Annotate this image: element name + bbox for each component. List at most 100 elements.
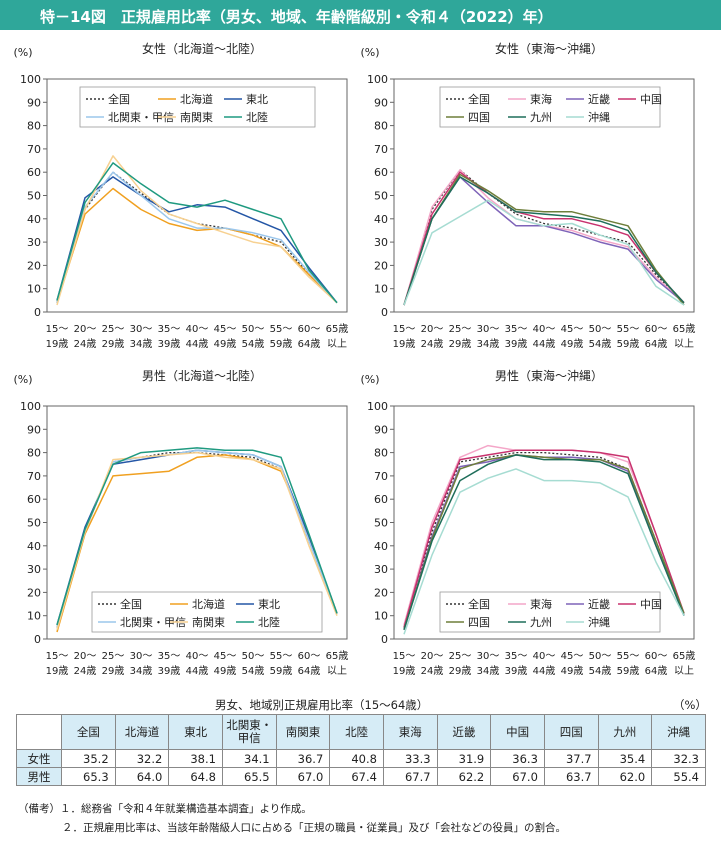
y-tick-label: 30 (374, 236, 388, 249)
x-tick-label: 49歳 (214, 338, 237, 350)
x-tick-label: 59歳 (270, 665, 293, 677)
y-tick-label: 80 (374, 447, 388, 460)
y-tick-label: 50 (27, 517, 41, 530)
y-tick-label: 10 (27, 283, 41, 296)
table-column-header: 中国 (490, 714, 545, 750)
x-tick-label: 59歳 (617, 665, 640, 677)
table-column-header: 東海 (382, 714, 438, 750)
x-tick-label: 50～ (242, 324, 265, 335)
x-tick-label: 以上 (674, 665, 694, 677)
legend-label: 北海道 (180, 92, 213, 106)
table-row: 女性 35.2 32.2 38.1 34.1 36.7 40.8 33.3 31.9 36.3 37… (16, 749, 706, 768)
legend-label: 東北 (246, 93, 268, 106)
x-tick-label: 29歳 (102, 338, 125, 350)
table-cell: 62.2 (436, 767, 492, 786)
chart-title: 女性（北海道～北陸） (142, 41, 262, 56)
x-tick-label: 24歳 (421, 665, 444, 677)
y-tick-label: 0 (381, 633, 388, 646)
y-tick-label: 50 (374, 517, 388, 530)
x-tick-label: 40～ (533, 651, 556, 662)
x-tick-label: 55～ (617, 651, 640, 662)
note-1: （備考）１．総務省「令和４年就業構造基本調査」より作成。 (18, 803, 312, 815)
legend-label: 中国 (640, 93, 662, 106)
x-tick-label: 60～ (645, 651, 668, 662)
y-tick-label: 90 (374, 423, 388, 436)
summary-title: 男女、地域別正規雇用比率（15～64歳） (215, 698, 429, 712)
x-tick-label: 60～ (645, 324, 668, 335)
x-tick-label: 30～ (477, 324, 500, 335)
x-tick-label: 64歳 (298, 665, 321, 677)
legend-label: 北陸 (246, 111, 268, 124)
x-tick-label: 35～ (505, 324, 528, 335)
table-cell: 32.2 (114, 749, 170, 768)
y-tick-label: 20 (374, 586, 388, 599)
x-tick-label: 39歳 (158, 338, 181, 350)
y-tick-label: 100 (20, 73, 41, 86)
x-tick-label: 44歳 (533, 665, 556, 677)
table-column-header: 四国 (543, 714, 599, 750)
y-tick-label: 80 (27, 447, 41, 460)
y-tick-label: 60 (27, 493, 41, 506)
y-tick-label: 90 (27, 423, 41, 436)
table-cell: 37.7 (543, 749, 599, 768)
y-tick-label: 60 (374, 166, 388, 179)
legend-label: 九州 (530, 111, 552, 124)
table-cell: 64.8 (168, 767, 223, 786)
y-tick-label: 70 (374, 143, 388, 156)
y-tick-label: 90 (374, 96, 388, 109)
chart-title: 男性（東海～沖縄） (495, 368, 603, 383)
series-line (56, 447, 338, 626)
chart-title: 女性（東海～沖縄） (495, 41, 603, 56)
x-tick-label: 以上 (327, 665, 347, 677)
x-tick-label: 45～ (214, 324, 237, 335)
legend-box (91, 591, 323, 633)
y-tick-label: 0 (381, 306, 388, 319)
x-tick-label: 60～ (298, 651, 321, 662)
table-cell: 62.0 (597, 767, 653, 786)
legend-label: 東海 (530, 597, 552, 611)
y-tick-label: 100 (367, 73, 388, 86)
table-column-header: 北関東・ 甲信 (221, 714, 277, 750)
y-tick-label: 40 (374, 213, 388, 226)
x-tick-label: 15～ (393, 324, 416, 335)
x-tick-label: 44歳 (186, 338, 209, 350)
series-line (56, 162, 338, 304)
series-line (403, 176, 685, 306)
summary-unit: （%） (673, 698, 707, 712)
legend-label: 東海 (530, 92, 552, 106)
y-tick-label: 60 (374, 493, 388, 506)
figure-title: 特－14図 正規雇用比率（男女、地域、年齢階級別・令和４（2022）年） (40, 8, 553, 26)
x-tick-label: 24歳 (74, 338, 97, 350)
x-tick-label: 24歳 (421, 338, 444, 350)
table-row-header: 男性 (16, 767, 62, 786)
legend-box (439, 86, 661, 128)
series-line (403, 173, 685, 306)
x-tick-label: 55～ (270, 651, 293, 662)
table-corner (16, 714, 62, 750)
x-tick-label: 以上 (674, 338, 694, 350)
x-tick-label: 25～ (102, 651, 125, 662)
legend-label: 中国 (640, 598, 662, 611)
legend-label: 南関東 (180, 111, 213, 124)
chart-4: 男性（東海～沖縄） (%) 0 10 20 30 40 50 60 70 80 90 100 15～ 19歳… (360, 368, 695, 677)
table-cell: 36.3 (490, 749, 545, 768)
table-column-header: 近畿 (436, 714, 492, 750)
x-tick-label: 25～ (102, 324, 125, 335)
x-tick-label: 19歳 (393, 338, 416, 350)
x-tick-label: 45～ (561, 651, 584, 662)
summary-table: 全国 北海道 東北 北関東・ 甲信 南関東 北陸 東海 近畿 中国 四国 九州 沖縄 女性 35.2 32.… (16, 714, 706, 786)
table-cell: 65.3 (61, 767, 116, 786)
summary-header-row: 全国 北海道 東北 北関東・ 甲信 南関東 北陸 東海 近畿 中国 四国 九州 沖縄 (16, 714, 706, 750)
table-cell: 67.0 (275, 767, 331, 786)
x-tick-label: 55～ (270, 324, 293, 335)
chart-1: 女性（北海道～北陸） (%) 0 10 20 30 40 50 60 70 80 90 100 15～ 19… (13, 41, 348, 350)
legend-label: 南関東 (192, 616, 225, 629)
x-tick-label: 64歳 (298, 338, 321, 350)
x-tick-label: 45～ (214, 651, 237, 662)
x-tick-label: 55～ (617, 324, 640, 335)
legend-label: 北関東・甲信 (108, 111, 174, 124)
y-tick-label: 30 (374, 563, 388, 576)
x-tick-label: 54歳 (242, 665, 265, 677)
x-tick-label: 59歳 (270, 338, 293, 350)
x-tick-label: 40～ (186, 651, 209, 662)
